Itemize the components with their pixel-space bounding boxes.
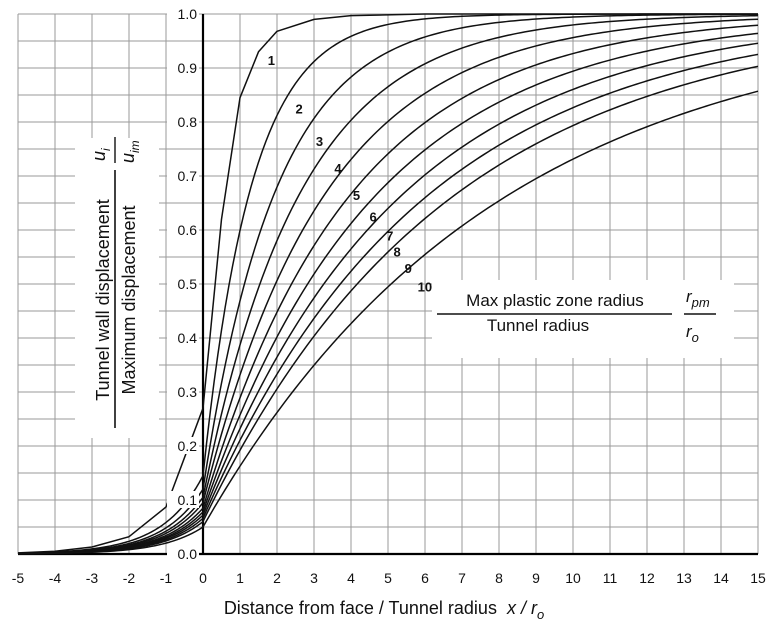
x-tick-label: 1: [236, 570, 244, 586]
y-tick-label: 0.9: [178, 60, 198, 76]
y-tick-label-backdrop: [167, 437, 199, 454]
y-tick-label: 0.7: [178, 168, 198, 184]
y-axis-title-backdrop: [75, 138, 159, 438]
x-tick-label: -5: [12, 570, 25, 586]
y-tick-label-backdrop: [167, 329, 199, 346]
x-axis-title: Distance from face / Tunnel radius x / ro: [224, 598, 544, 622]
curve-group: [17, 13, 759, 555]
y-tick-label: 0.0: [178, 546, 198, 562]
x-tick-label: -2: [123, 570, 136, 586]
y-tick-label: 0.1: [178, 492, 198, 508]
y-tick-label: 0.5: [178, 276, 198, 292]
x-tick-label: 2: [273, 570, 281, 586]
x-tick-label: 12: [639, 570, 655, 586]
curve-rpm-5: [17, 18, 759, 555]
y-tick-label: 0.2: [178, 438, 198, 454]
y-tick-label: 0.8: [178, 114, 198, 130]
curve-label-7: 7: [386, 228, 393, 243]
y-symbol-denominator: uim: [118, 140, 142, 163]
annotation-numerator: Max plastic zone radius: [466, 291, 644, 310]
y-tick-label: 0.3: [178, 384, 198, 400]
y-tick-label-backdrop: [167, 491, 199, 508]
curve-label-6: 6: [370, 210, 377, 225]
y-tick-label-backdrop: [167, 167, 199, 184]
y-tick-label-backdrop: [167, 545, 199, 562]
curve-label-2: 2: [296, 102, 303, 117]
plastic-zone-annotation: Max plastic zone radius Tunnel radius rp…: [432, 280, 734, 358]
x-tick-label: 3: [310, 570, 318, 586]
x-tick-label: 14: [713, 570, 729, 586]
curve-label-10: 10: [418, 280, 432, 295]
y-tick-label-backdrop: [167, 5, 199, 22]
y-tick-label: 0.6: [178, 222, 198, 238]
x-tick-label: 13: [676, 570, 692, 586]
curve-rpm-6: [17, 24, 759, 555]
y-axis-title-numerator: Tunnel wall displacement: [93, 199, 113, 400]
curve-rpm-3: [17, 13, 759, 555]
y-tick-label-backdrop: [167, 59, 199, 76]
y-tick-label-backdrop: [167, 383, 199, 400]
y-symbol-numerator: ui: [89, 148, 113, 161]
curve-label-3: 3: [316, 134, 323, 149]
x-tick-label: 7: [458, 570, 466, 586]
x-tick-label: 4: [347, 570, 355, 586]
curve-rpm-12: [17, 90, 759, 555]
x-tick-label: -3: [86, 570, 99, 586]
curve-rpm-10: [17, 65, 759, 555]
x-tick-labels: -5 -4 -3 -2 -1 0 1 2 3 4 5 6 7 8 9 10 11 12 13 14 15: [12, 570, 766, 586]
y-tick-label-backdrop: [167, 221, 199, 238]
curve-rpm-2: [17, 13, 758, 554]
annotation-symbol-numerator: rpm: [686, 287, 710, 310]
y-axis-title-denominator: Maximum displacement: [119, 205, 139, 394]
curve-label-1: 1: [268, 53, 275, 68]
y-tick-label-backdrop: [167, 113, 199, 130]
y-tick-label: 0.4: [178, 330, 198, 346]
annotation-symbol-denominator: ro: [686, 322, 699, 345]
y-tick-label: 1.0: [178, 6, 198, 22]
x-tick-label: 6: [421, 570, 429, 586]
curve-label-5: 5: [353, 188, 360, 203]
y-tick-labels: 0.0 0.1 0.2 0.3 0.4 0.5 0.6 0.7 0.8 0.9 1.0: [167, 5, 199, 562]
annotation-denominator: Tunnel radius: [487, 316, 589, 335]
curve-label-4: 4: [334, 161, 342, 176]
x-tick-label: 15: [750, 570, 766, 586]
x-tick-label: 11: [603, 570, 618, 586]
x-tick-label: 5: [384, 570, 392, 586]
annotation-backdrop: [432, 280, 734, 358]
x-tick-label: 0: [199, 570, 207, 586]
y-axis-title: Tunnel wall displacement Maximum displac…: [75, 137, 159, 438]
y-tick-label-backdrop: [167, 275, 199, 292]
x-tick-label: -4: [49, 570, 62, 586]
x-tick-label: 10: [565, 570, 581, 586]
x-tick-label: -1: [160, 570, 173, 586]
curve-label-8: 8: [394, 245, 401, 260]
grid-lines: [17, 13, 759, 556]
x-tick-label: 8: [495, 570, 503, 586]
curve-rpm-4: [17, 14, 759, 555]
curve-rpm-1: [17, 13, 758, 554]
x-tick-label: 9: [532, 570, 540, 586]
curve-label-9: 9: [405, 261, 412, 276]
